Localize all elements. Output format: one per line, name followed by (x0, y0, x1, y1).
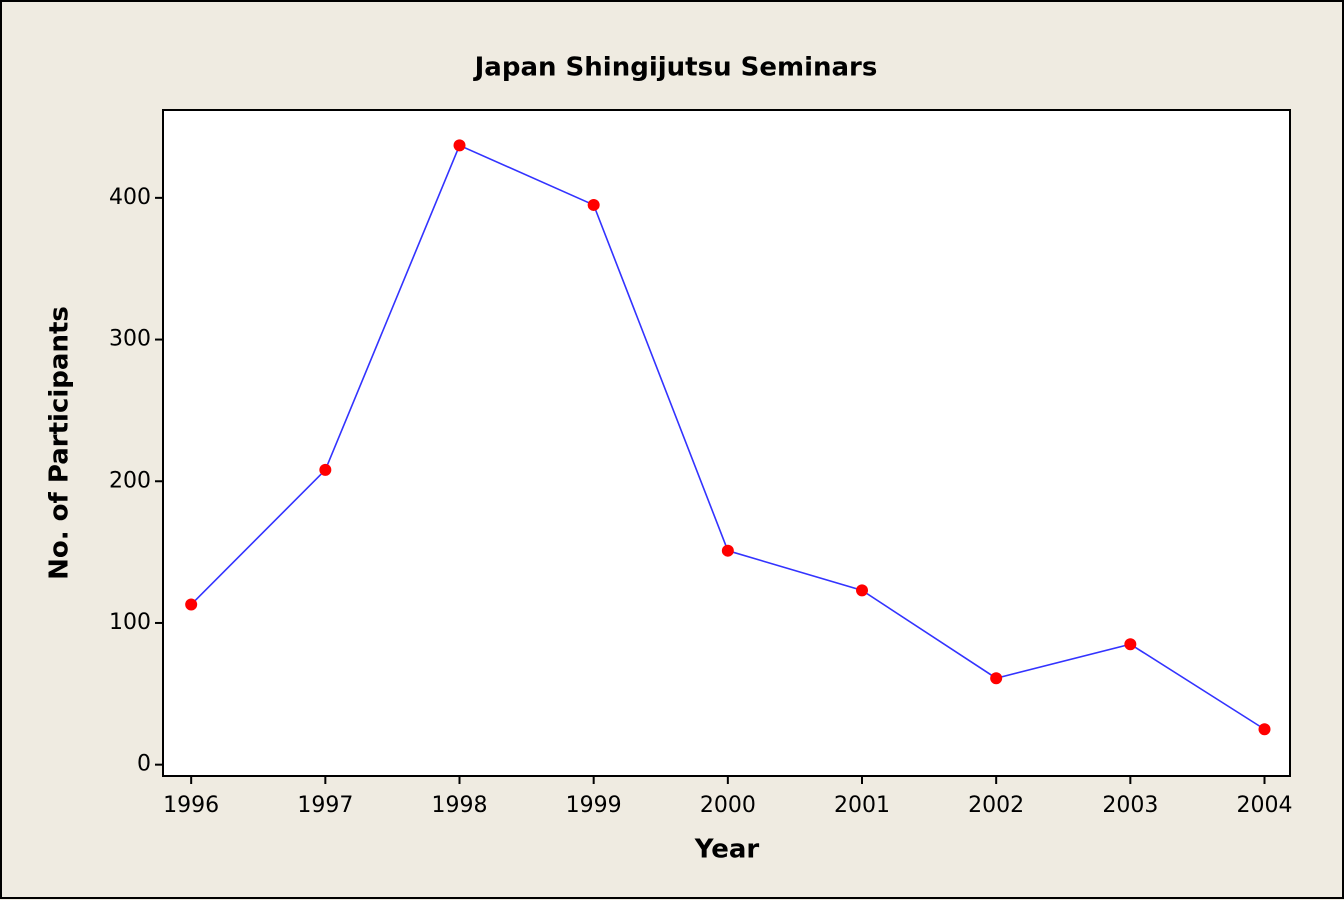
y-tick-label: 300 (109, 327, 151, 352)
y-tick-label: 400 (109, 185, 151, 210)
marker (453, 139, 466, 152)
marker (990, 672, 1003, 685)
marker (319, 463, 332, 476)
x-tick-label: 2001 (834, 793, 890, 818)
x-tick-label: 1997 (297, 793, 353, 818)
x-tick-label: 1999 (566, 793, 622, 818)
marker (1258, 723, 1271, 736)
x-tick-label: 2000 (700, 793, 756, 818)
y-axis-label: No. of Participants (45, 306, 75, 580)
x-tick-label: 1996 (163, 793, 219, 818)
x-tick-label: 2002 (968, 793, 1024, 818)
y-tick-label: 0 (137, 752, 151, 777)
y-tick-label: 200 (109, 468, 151, 493)
y-tick-label: 100 (109, 610, 151, 635)
marker (185, 598, 198, 611)
x-tick-label: 2004 (1237, 793, 1293, 818)
plot-area (162, 109, 1291, 777)
x-axis-label: Year (694, 835, 760, 865)
marker (721, 544, 734, 557)
marker (856, 584, 869, 597)
marker (1124, 638, 1137, 651)
marker (587, 198, 600, 211)
chart-title: Japan Shingijutsu Seminars (473, 53, 878, 83)
x-tick-label: 2003 (1102, 793, 1158, 818)
x-tick-label: 1998 (432, 793, 488, 818)
